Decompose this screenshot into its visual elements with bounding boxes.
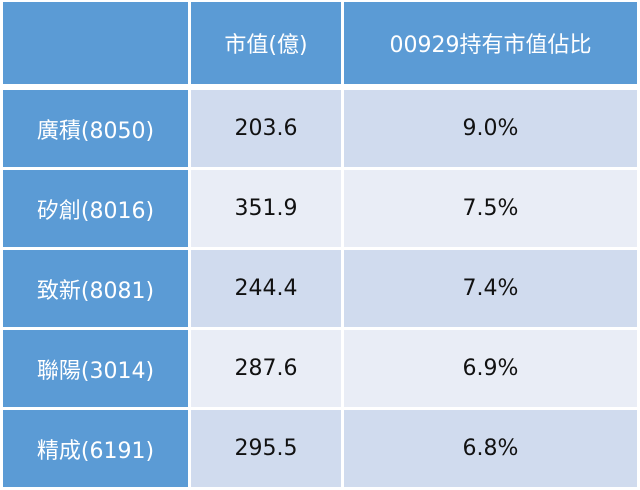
weight: 7.4%: [344, 250, 637, 330]
market-cap: 203.6: [191, 90, 344, 170]
stock-name: 精成(6191): [3, 410, 191, 490]
table-row: 致新(8081) 244.4 7.4%: [3, 250, 637, 330]
table-row: 精成(6191) 295.5 6.8%: [3, 410, 637, 490]
market-cap: 295.5: [191, 410, 344, 490]
market-cap: 244.4: [191, 250, 344, 330]
table-row: 聯陽(3014) 287.6 6.9%: [3, 330, 637, 410]
weight: 9.0%: [344, 90, 637, 170]
weight: 7.5%: [344, 170, 637, 250]
holdings-table: 市值(億) 00929持有市值佔比 廣積(8050) 203.6 9.0% 矽創…: [3, 2, 637, 490]
table-row: 廣積(8050) 203.6 9.0%: [3, 90, 637, 170]
stock-name: 聯陽(3014): [3, 330, 191, 410]
header-row: 市值(億) 00929持有市值佔比: [3, 2, 637, 90]
stock-name: 廣積(8050): [3, 90, 191, 170]
weight: 6.8%: [344, 410, 637, 490]
header-market-cap: 市值(億): [191, 2, 344, 90]
header-blank: [3, 2, 191, 90]
market-cap: 351.9: [191, 170, 344, 250]
market-cap: 287.6: [191, 330, 344, 410]
header-weight: 00929持有市值佔比: [344, 2, 637, 90]
stock-name: 致新(8081): [3, 250, 191, 330]
weight: 6.9%: [344, 330, 637, 410]
stock-name: 矽創(8016): [3, 170, 191, 250]
table-row: 矽創(8016) 351.9 7.5%: [3, 170, 637, 250]
